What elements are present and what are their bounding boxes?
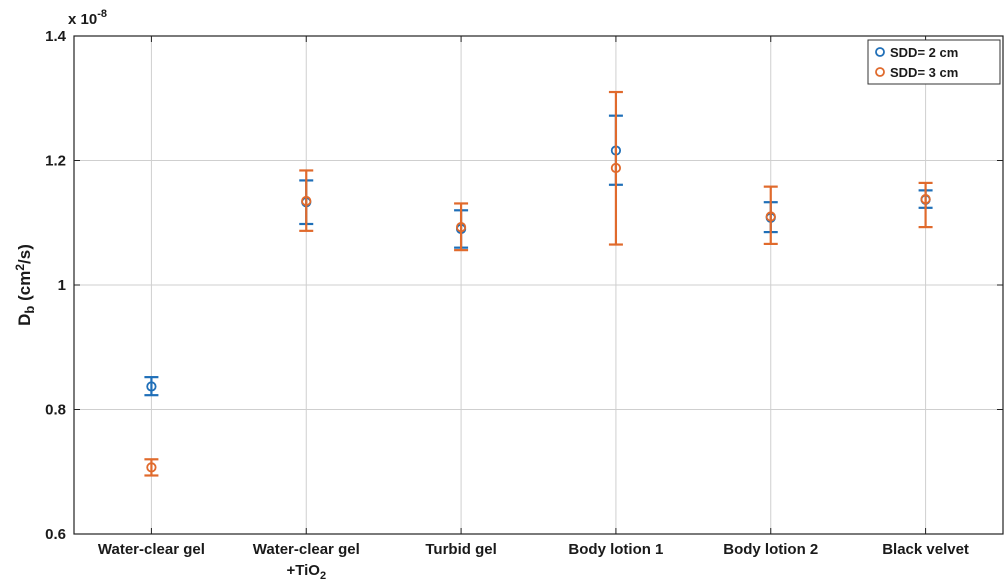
x-tick-label: Black velvet bbox=[882, 541, 969, 558]
legend-label: SDD= 2 cm bbox=[890, 45, 958, 60]
y-tick-label: 1.4 bbox=[45, 28, 67, 45]
legend: SDD= 2 cm SDD= 3 cm bbox=[867, 39, 1001, 85]
series-1 bbox=[144, 114, 933, 397]
data-point bbox=[610, 162, 622, 174]
x-tick-label: Turbid gel bbox=[425, 541, 496, 558]
y-axis: 0.6 0.8 1 1.2 1.4 bbox=[45, 28, 1003, 543]
y-axis-multiplier: x 10-8 bbox=[68, 8, 107, 28]
y-tick-label: 1 bbox=[58, 277, 66, 294]
x-tick-label: Body lotion 2 bbox=[723, 541, 818, 558]
x-tick-label-line2: +TiO2 bbox=[286, 562, 326, 582]
data-point bbox=[765, 211, 776, 222]
data-point bbox=[920, 193, 931, 205]
legend-marker bbox=[875, 67, 885, 77]
y-tick-label: 0.6 bbox=[45, 526, 66, 543]
x-tick-label: Water-clear gel bbox=[98, 541, 205, 558]
legend-box bbox=[867, 39, 1001, 85]
data-point bbox=[146, 381, 157, 392]
data-point bbox=[301, 195, 312, 207]
series-group bbox=[144, 90, 933, 477]
y-tick-label: 0.8 bbox=[45, 402, 66, 419]
data-point bbox=[455, 222, 467, 233]
grid bbox=[74, 35, 1003, 535]
legend-marker bbox=[875, 47, 885, 57]
x-tick-label: Body lotion 1 bbox=[568, 541, 663, 558]
y-axis-label: Db (cm2/s) bbox=[13, 244, 37, 326]
legend-label: SDD= 3 cm bbox=[890, 65, 958, 80]
x-axis: Water-clear gel Water-clear gel +TiO2 Turbi… bbox=[98, 36, 969, 582]
y-tick-label: 1.2 bbox=[45, 153, 66, 170]
data-point bbox=[146, 462, 157, 473]
x-tick-label: Water-clear gel bbox=[253, 541, 360, 558]
series-2 bbox=[144, 90, 933, 477]
